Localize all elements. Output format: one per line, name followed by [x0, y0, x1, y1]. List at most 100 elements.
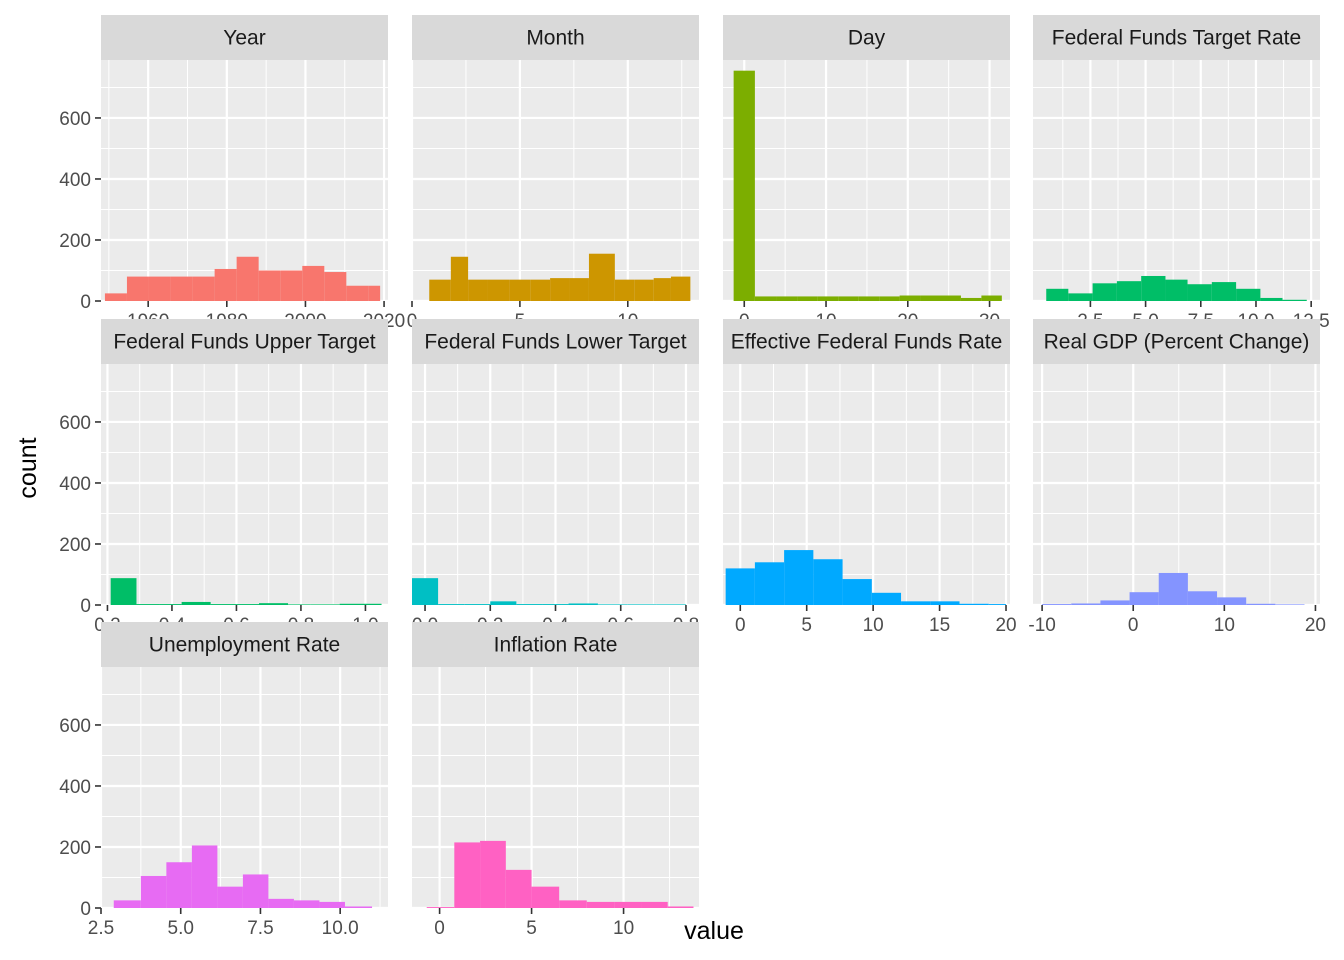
- histogram-bar: [258, 270, 281, 301]
- histogram-bar: [110, 578, 137, 605]
- x-tick-label: 15: [929, 615, 950, 636]
- histogram-bar: [614, 279, 635, 301]
- histogram-bar: [1211, 282, 1237, 301]
- histogram-bar: [1217, 597, 1247, 605]
- facet-panel: Day0102030: [723, 15, 1010, 332]
- histogram-bar: [346, 285, 369, 301]
- histogram-bar: [559, 900, 587, 908]
- histogram-bar: [784, 550, 814, 605]
- histogram-bar: [148, 276, 171, 301]
- histogram-bar: [959, 603, 989, 605]
- histogram-bar: [1187, 591, 1218, 605]
- histogram-bar: [214, 268, 237, 301]
- histogram-bar: [667, 906, 694, 908]
- histogram-bar: [368, 285, 381, 301]
- histogram-bar: [817, 296, 839, 301]
- x-tick-label: 10: [1214, 615, 1235, 636]
- histogram-bar: [509, 279, 531, 301]
- histogram-bar: [569, 278, 589, 301]
- facet-panel: Effective Federal Funds Rate 0 5 10 15 20: [723, 319, 1017, 636]
- x-tick-label: 0: [434, 918, 445, 939]
- panel-background: [1033, 364, 1320, 605]
- histogram-bar: [725, 568, 755, 605]
- histogram-bar: [339, 603, 382, 605]
- histogram-bar: [940, 295, 961, 301]
- histogram-bar: [126, 276, 149, 301]
- facet-title: Real GDP (Percent Change): [1044, 331, 1310, 354]
- histogram-bar: [776, 296, 798, 301]
- facet-title: Federal Funds Upper Target: [113, 331, 375, 354]
- facet-panel: Federal Funds Lower Target0.00.20.40.60.…: [412, 319, 699, 636]
- facet-strip: [723, 319, 1010, 364]
- x-tick-label: 5: [801, 615, 812, 636]
- x-tick-label: 10: [863, 615, 884, 636]
- histogram-bar: [1141, 275, 1166, 301]
- histogram-bar: [468, 279, 488, 301]
- histogram-bar: [170, 276, 193, 301]
- histogram-bar: [754, 562, 785, 605]
- facet-title: Unemployment Rate: [149, 634, 340, 657]
- facet-panel: Inflation Rate 0 5 10: [412, 622, 699, 939]
- histogram-bar: [505, 869, 532, 908]
- histogram-bar: [670, 276, 691, 301]
- facet-panel: Federal Funds Upper Target0.20.40.60.81.…: [59, 319, 388, 636]
- histogram-bar: [1100, 600, 1130, 605]
- y-tick-label: 200: [59, 535, 91, 556]
- facet-title: Day: [848, 27, 886, 50]
- histogram-bar: [192, 276, 215, 301]
- histogram-bar: [813, 559, 843, 605]
- histogram-bar: [438, 604, 465, 605]
- histogram-bar: [1187, 284, 1212, 301]
- histogram-bar: [454, 842, 481, 908]
- histogram-bar: [838, 296, 859, 301]
- histogram-bar: [634, 279, 654, 301]
- histogram-bar: [754, 296, 777, 301]
- histogram-bar: [530, 279, 551, 301]
- facet-strip: [1033, 319, 1320, 364]
- y-tick-label: 400: [59, 777, 91, 798]
- histogram-bar: [113, 900, 141, 908]
- histogram-bar: [166, 862, 192, 908]
- x-axis-title: value: [684, 917, 744, 945]
- y-axis-title: count: [14, 437, 42, 498]
- facet-strip: [101, 319, 388, 364]
- histogram-bar: [324, 272, 347, 301]
- panel-background: [101, 667, 388, 908]
- histogram-bar: [310, 604, 340, 605]
- facet-panel: Federal Funds Target Rate2.55.07.510.012…: [1033, 15, 1330, 332]
- histogram-bar: [217, 886, 243, 908]
- histogram-bar: [210, 604, 237, 605]
- x-tick-label: -10: [1028, 615, 1055, 636]
- panel-background: [1033, 60, 1320, 301]
- histogram-bar: [531, 886, 560, 908]
- histogram-bar: [1046, 288, 1069, 301]
- histogram-bar: [429, 279, 451, 301]
- histogram-bar: [181, 601, 211, 605]
- histogram-bar: [236, 256, 259, 301]
- panels-layer: Year19601980200020200200400600Month0510D…: [59, 15, 1330, 939]
- histogram-bar: [858, 296, 880, 301]
- y-tick-label: 400: [59, 170, 91, 191]
- facet-title: Inflation Rate: [494, 634, 618, 657]
- histogram-bar: [842, 579, 872, 605]
- histogram-bar: [920, 295, 941, 301]
- histogram-bar: [280, 270, 303, 301]
- histogram-bar: [899, 295, 921, 301]
- x-tick-label: 7.5: [247, 918, 273, 939]
- histogram-bar: [464, 604, 491, 605]
- facet-strip: [412, 319, 699, 364]
- histogram-bar: [319, 901, 345, 908]
- x-tick-label: 10.0: [322, 918, 359, 939]
- y-tick-label: 0: [80, 596, 91, 617]
- histogram-bar: [641, 901, 668, 908]
- histogram-bar: [653, 278, 671, 301]
- y-tick-label: 0: [80, 292, 91, 313]
- histogram-bar: [191, 845, 218, 908]
- y-tick-label: 600: [59, 413, 91, 434]
- facet-title: Federal Funds Target Rate: [1052, 27, 1301, 50]
- histogram-bar: [1165, 279, 1188, 301]
- histogram-bar: [516, 604, 543, 605]
- histogram-bar: [487, 279, 510, 301]
- x-tick-label: 2.5: [88, 918, 114, 939]
